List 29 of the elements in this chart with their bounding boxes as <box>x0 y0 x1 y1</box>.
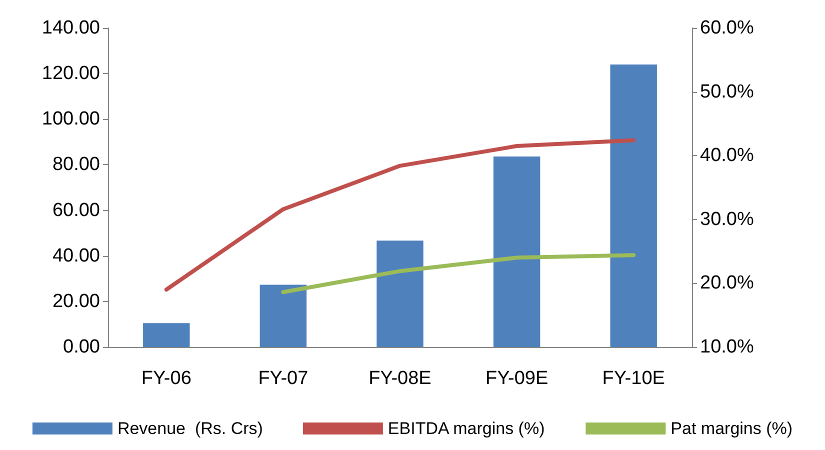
y2-tick-label: 30.0% <box>700 208 754 230</box>
bar <box>610 64 657 347</box>
x-tick-label: FY-07 <box>258 368 308 389</box>
x-tick-label: FY-08E <box>368 368 432 389</box>
y-tick-label: 20.00 <box>52 290 100 312</box>
y2-tick-label: 10.0% <box>700 336 754 358</box>
y-tick-label: 0.00 <box>63 336 100 358</box>
line-series <box>281 253 636 294</box>
x-tick-label: FY-06 <box>141 368 192 389</box>
legend-label: EBITDA margins (%) <box>388 419 545 438</box>
y2-tick-label: 60.0% <box>700 18 754 38</box>
y-tick-label: 100.00 <box>42 108 100 130</box>
x-tick-label: FY-10E <box>602 368 665 389</box>
y2-tick-label: 40.0% <box>700 145 754 166</box>
y-tick-label: 60.00 <box>52 200 100 221</box>
bar <box>260 284 307 347</box>
bar <box>143 323 190 347</box>
legend-label: Revenue (Rs. Crs) <box>117 419 263 438</box>
bar <box>376 240 424 347</box>
legend-label: Pat margins (%) <box>670 419 793 438</box>
y2-tick-label: 20.0% <box>700 272 754 294</box>
y-tick-label: 120.00 <box>42 63 100 84</box>
x-tick-label: FY-09E <box>485 368 548 389</box>
y-tick-label: 140.00 <box>42 18 100 38</box>
y2-tick-label: 50.0% <box>700 81 754 102</box>
line-series <box>164 138 636 292</box>
y-tick-label: 40.00 <box>52 245 100 266</box>
y-tick-label: 80.00 <box>52 154 100 176</box>
bar <box>493 156 540 347</box>
